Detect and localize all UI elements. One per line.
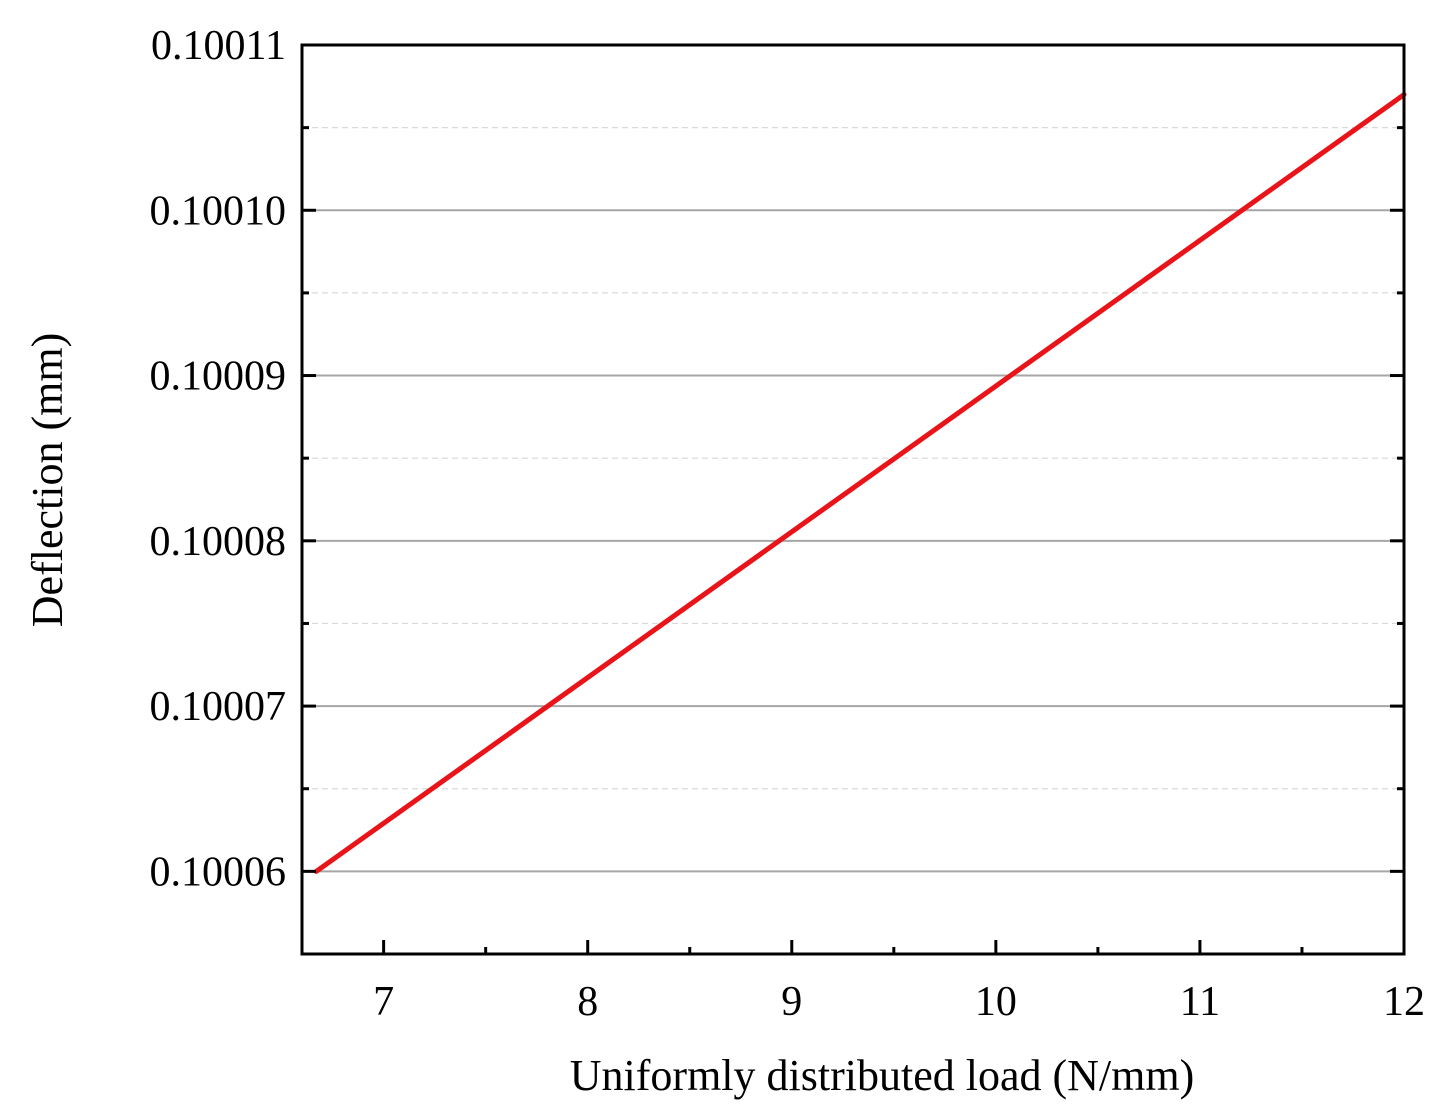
series-line: [313, 92, 1407, 874]
y-tick-label: 0.10006: [150, 849, 287, 895]
x-tick-label: 8: [577, 979, 598, 1025]
y-tick-label: 0.10009: [150, 354, 287, 400]
x-tick-label: 9: [781, 979, 802, 1025]
y-tick-label: 0.10008: [150, 519, 287, 565]
series-layer: [313, 92, 1407, 874]
x-tick-label: 12: [1383, 979, 1425, 1025]
x-tick-label: 7: [373, 979, 394, 1025]
y-tick-label: 0.10007: [150, 684, 287, 730]
x-axis-title: Uniformly distributed load (N/mm): [570, 1051, 1194, 1100]
labels-layer: 7 8 9 10 11 12 0.10006 0.10007 0.10008 0.10009 0.1…: [150, 23, 1426, 1025]
grid-layer: [302, 44, 1404, 873]
y-tick-label: 0.10011: [151, 23, 286, 69]
x-tick-label: 10: [975, 979, 1017, 1025]
y-tick-label: 0.10010: [150, 188, 287, 234]
plot-frame: [300, 43, 1406, 956]
y-axis-title: Deflection (mm): [23, 333, 72, 627]
axes-layer: [300, 43, 1406, 956]
x-tick-label: 11: [1180, 979, 1220, 1025]
